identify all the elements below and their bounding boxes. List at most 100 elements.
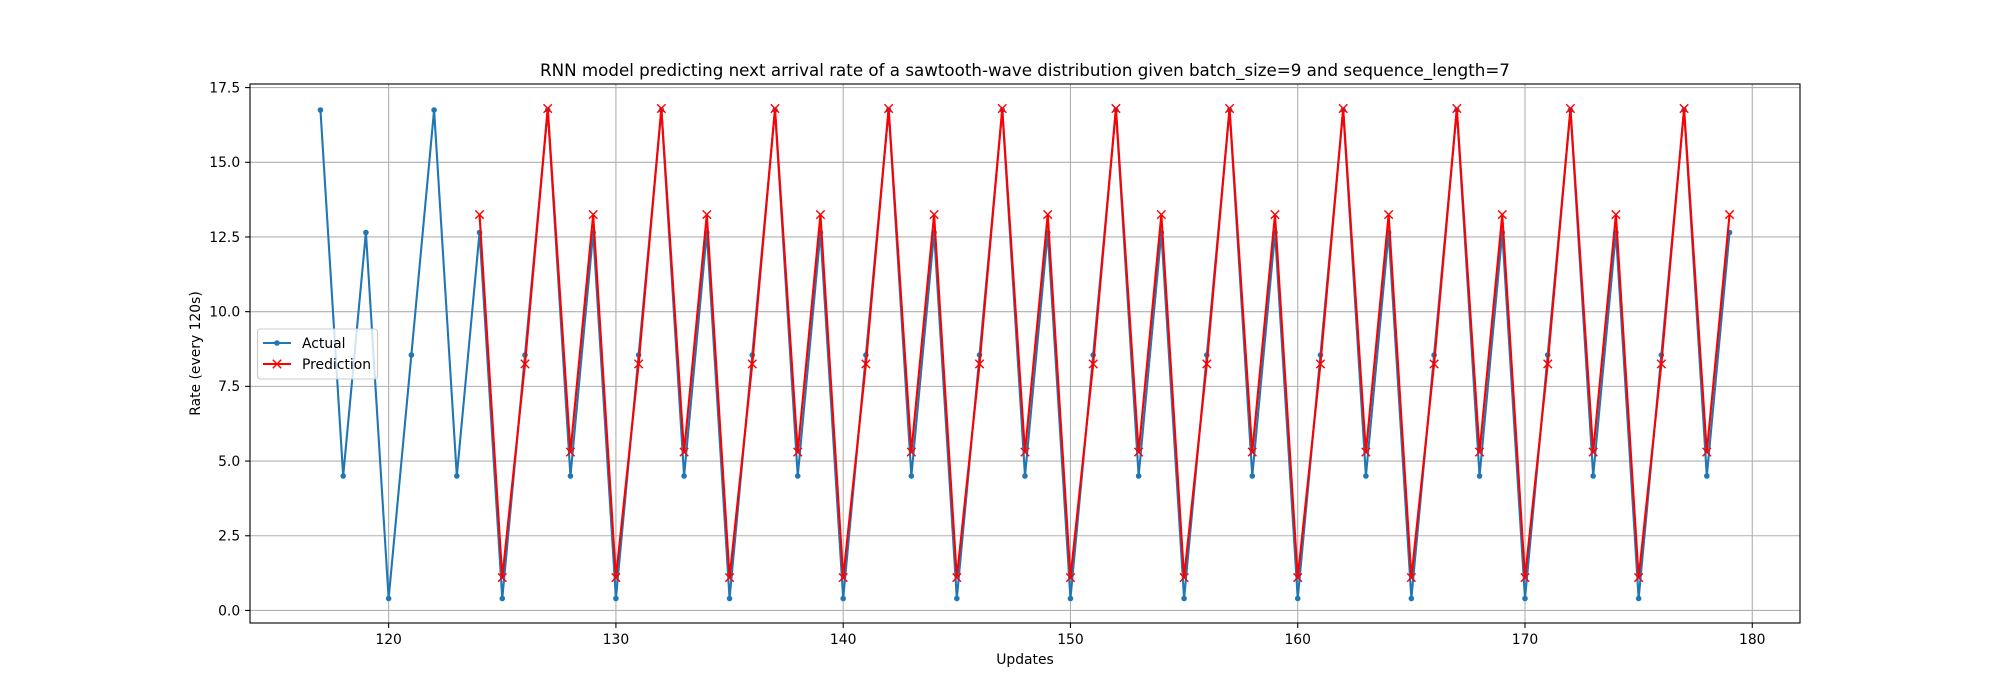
prediction-marker — [1315, 359, 1326, 369]
y-tick-label: 0.0 — [218, 603, 240, 619]
y-tick-label: 17.5 — [209, 80, 240, 96]
prediction-marker — [1065, 572, 1076, 583]
prediction-marker — [1338, 103, 1348, 114]
prediction-marker — [815, 209, 826, 220]
actual-point — [1135, 473, 1142, 479]
actual-point — [1294, 595, 1301, 602]
actual-point — [1181, 595, 1187, 602]
prediction-marker — [1565, 103, 1576, 114]
prediction-marker — [520, 359, 530, 369]
y-tick-label: 7.5 — [218, 379, 240, 395]
y-tick-label: 15.0 — [209, 155, 240, 171]
prediction-marker — [1543, 359, 1553, 369]
actual-point — [613, 595, 619, 602]
x-tick-label: 140 — [830, 632, 857, 648]
prediction-marker — [1724, 209, 1735, 220]
prediction-marker — [1497, 209, 1507, 220]
x-tick-label: 130 — [603, 632, 630, 648]
prediction-marker — [1383, 209, 1394, 220]
x-tick-label: 160 — [1284, 632, 1311, 648]
actual-point — [794, 473, 801, 479]
prediction-marker — [1293, 572, 1303, 583]
prediction-marker — [770, 103, 780, 114]
prediction-marker — [611, 572, 621, 583]
actual-point — [1522, 595, 1528, 602]
prediction-marker — [997, 103, 1007, 114]
prediction-marker — [1679, 103, 1689, 114]
prediction-marker — [1520, 572, 1530, 583]
prediction-marker — [1224, 103, 1235, 114]
prediction-marker — [724, 572, 735, 583]
y-tick-label: 5.0 — [218, 454, 240, 470]
actual-point — [726, 595, 733, 602]
actual-point — [1704, 473, 1710, 479]
actual-point — [681, 473, 687, 479]
actual-point — [1408, 595, 1415, 602]
prediction-marker — [883, 103, 894, 114]
axes-frame — [249, 83, 1801, 624]
x-tick-label: 150 — [1057, 632, 1084, 648]
actual-point — [954, 595, 960, 602]
y-tick-label: 10.0 — [209, 304, 240, 320]
plot-area — [250, 84, 1800, 623]
legend-prediction-marker — [272, 359, 282, 369]
prediction-marker — [861, 359, 871, 369]
actual-point — [363, 229, 369, 236]
prediction-marker — [702, 209, 712, 220]
prediction-marker — [1656, 359, 1667, 369]
x-axis-label: Updates — [996, 652, 1054, 668]
prediction-marker — [1247, 447, 1257, 457]
actual-point — [317, 107, 324, 113]
prediction-marker — [838, 572, 848, 583]
legend-box — [256, 328, 379, 380]
prediction-marker — [1474, 447, 1485, 457]
actual-point — [340, 473, 346, 479]
prediction-marker — [1202, 359, 1212, 369]
x-tick-label: 170 — [1512, 632, 1539, 648]
actual-point — [1635, 595, 1642, 602]
prediction-marker — [1702, 447, 1712, 457]
prediction-marker — [656, 103, 667, 114]
actual-point — [1249, 473, 1256, 479]
chart-title: RNN model predicting next arrival rate o… — [540, 60, 1510, 81]
prediction-marker — [1452, 103, 1462, 114]
prediction-marker — [1043, 209, 1053, 220]
actual-point — [1363, 473, 1369, 479]
actual-point — [567, 473, 574, 479]
actual-point — [1022, 473, 1028, 479]
prediction-marker — [793, 447, 803, 457]
prediction-marker — [1179, 572, 1189, 583]
prediction-marker — [1020, 447, 1030, 457]
x-tick-label: 120 — [375, 632, 402, 648]
x-tick-label: 180 — [1739, 632, 1766, 648]
prediction-marker — [565, 447, 576, 457]
prediction-marker — [543, 103, 553, 114]
series-layer — [317, 103, 1735, 602]
prediction-marker — [1111, 103, 1121, 114]
y-axis-label: Rate (every 120s) — [188, 291, 204, 416]
actual-point — [454, 473, 460, 479]
prediction-marker — [497, 572, 507, 583]
prediction-marker — [474, 209, 485, 220]
prediction-marker — [588, 209, 598, 220]
actual-point — [1590, 473, 1596, 479]
legend-actual-marker — [274, 340, 280, 346]
legend-actual-label: Actual — [302, 336, 346, 352]
prediction-marker — [679, 447, 689, 457]
prediction-marker — [952, 572, 962, 583]
prediction-marker — [1429, 359, 1439, 369]
prediction-marker — [906, 447, 917, 457]
actual-point — [840, 595, 846, 602]
ticks: 120 130 140 150 160 170 180 0.0 2.5 5.0 7.5 10.0 12.… — [209, 80, 1765, 648]
actual-point — [1067, 595, 1074, 602]
prediction-marker — [1611, 209, 1621, 220]
actual-point — [408, 352, 415, 358]
actual-point — [499, 595, 506, 602]
actual-point — [385, 595, 392, 602]
actual-point — [1476, 473, 1483, 479]
actual-point — [908, 473, 915, 479]
prediction-marker — [1133, 447, 1144, 457]
prediction-marker — [633, 359, 644, 369]
prediction-marker — [1406, 572, 1417, 583]
